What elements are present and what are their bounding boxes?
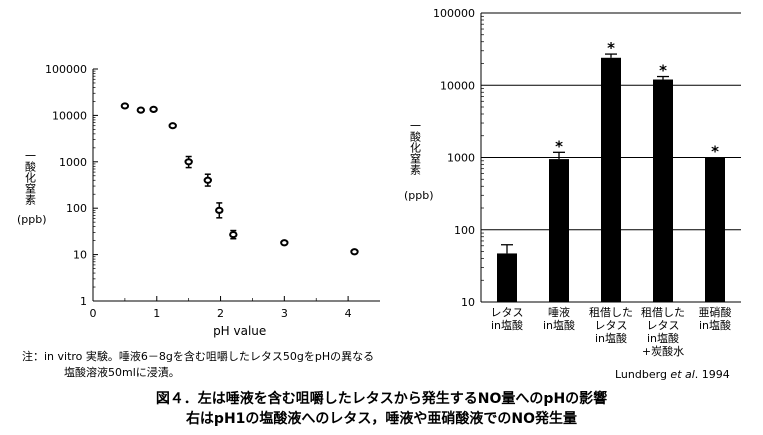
right-y-axis-unit: (ppb) xyxy=(404,189,434,202)
left-data-point xyxy=(215,206,224,214)
right-category-label: 亜硝酸 xyxy=(699,305,732,319)
right-category-label: レタス xyxy=(595,319,628,332)
right-category-label: in塩酸 xyxy=(543,318,575,332)
citation-etal: et al xyxy=(670,368,695,381)
left-y-tick-label: 1 xyxy=(80,295,87,308)
right-bar xyxy=(601,57,621,302)
left-x-tick-label: 2 xyxy=(217,307,224,320)
figure-caption: 図４．左は唾液を含む咀嚼したレタスから発生するNO量へのpHの影響 右はpH1の… xyxy=(0,389,763,429)
right-category-label: レタス xyxy=(491,306,524,319)
right-category-label: in塩酸 xyxy=(647,331,679,345)
left-x-tick-label: 4 xyxy=(345,307,352,320)
footnote-line-2: 塩酸溶液50mlに浸漬。 xyxy=(64,366,180,379)
left-data-point xyxy=(149,105,158,113)
right-bar xyxy=(705,157,725,302)
right-y-tick-label: 100 xyxy=(454,224,475,237)
footnote-line-1: 注：in vitro 実験。唾液6－8gを含む咀嚼したレタス50gをpHの異なる xyxy=(22,350,375,363)
right-bar xyxy=(549,159,569,302)
right-category-label: 唾液 xyxy=(548,305,570,319)
right-significance-marker: * xyxy=(607,39,615,57)
left-x-tick-label: 3 xyxy=(281,307,288,320)
left-y-tick-label: 10000 xyxy=(52,109,87,122)
right-y-tick-label: 10 xyxy=(461,296,475,309)
right-bar-chart: 10100100010000100000一酸化窒素(ppb)レタスin塩酸*唾液… xyxy=(404,7,741,358)
left-y-tick-label: 1000 xyxy=(59,156,87,169)
left-data-point xyxy=(168,122,177,130)
left-x-tick-label: 0 xyxy=(90,307,97,320)
right-significance-marker: * xyxy=(659,62,667,80)
left-data-point xyxy=(350,248,359,256)
right-category-label: in塩酸 xyxy=(491,318,523,332)
right-category-label: in塩酸 xyxy=(595,331,627,345)
citation-year: . 1994 xyxy=(694,368,730,381)
right-bar xyxy=(653,79,673,303)
left-x-tick-label: 1 xyxy=(153,307,160,320)
right-y-tick-label: 100000 xyxy=(433,7,475,20)
right-y-tick-label: 10000 xyxy=(440,79,475,92)
left-data-point xyxy=(203,176,213,184)
right-category-label: 租借した xyxy=(641,306,685,319)
right-category-label: in塩酸 xyxy=(699,318,731,332)
right-significance-marker: * xyxy=(555,137,563,155)
left-x-axis-label: pH value xyxy=(213,324,266,338)
left-y-axis-label: 一酸化窒素 xyxy=(24,150,37,205)
left-y-tick-label: 10 xyxy=(73,249,87,262)
right-y-tick-label: 1000 xyxy=(447,152,475,165)
footnote: 注：in vitro 実験。唾液6－8gを含む咀嚼したレタス50gをpHの異なる… xyxy=(22,349,374,381)
citation-authors: Lundberg xyxy=(615,368,671,381)
right-significance-marker: * xyxy=(711,143,719,161)
citation: Lundberg et al. 1994 xyxy=(615,368,730,381)
right-bar xyxy=(497,253,517,302)
left-data-point xyxy=(184,158,193,166)
left-data-point xyxy=(229,230,238,239)
caption-line-2: 右はpH1の塩酸液へのレタス，唾液や亜硝酸液でのNO発生量 xyxy=(185,411,578,427)
right-category-label: レタス xyxy=(647,319,680,332)
left-y-tick-label: 100000 xyxy=(45,63,87,76)
right-category-label: +炭酸水 xyxy=(642,344,684,358)
left-data-point xyxy=(280,239,289,247)
caption-line-1: 図４．左は唾液を含む咀嚼したレタスから発生するNO量へのpHの影響 xyxy=(155,391,608,407)
left-data-point xyxy=(136,106,146,114)
right-y-axis-label: 一酸化窒素 xyxy=(409,120,422,175)
left-y-axis-unit: (ppb) xyxy=(17,213,47,226)
right-category-label: 租借した xyxy=(589,306,633,319)
left-data-point xyxy=(120,102,130,110)
left-y-tick-label: 100 xyxy=(66,202,87,215)
